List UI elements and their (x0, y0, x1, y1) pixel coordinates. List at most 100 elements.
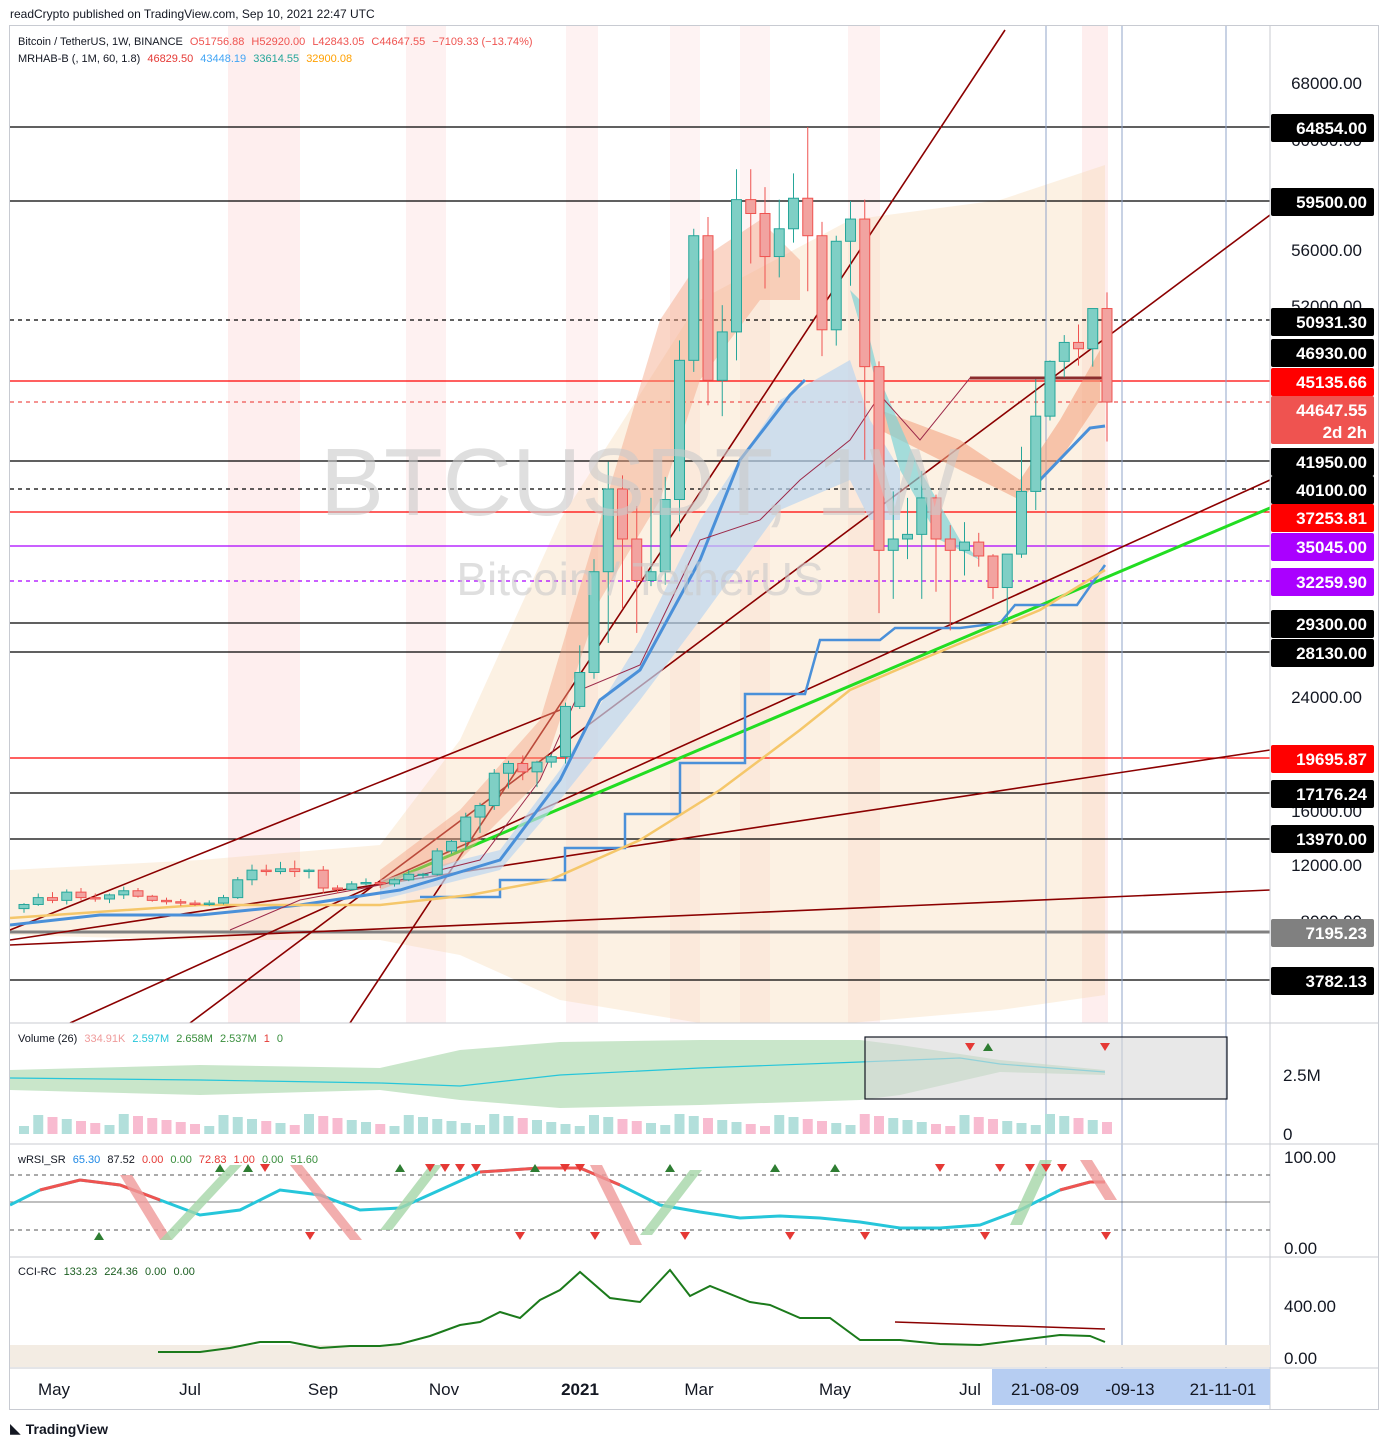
candle[interactable] (89, 893, 101, 902)
price-tag[interactable]: 32259.90 (1271, 568, 1374, 596)
candle[interactable] (203, 900, 215, 906)
price-tag[interactable]: 45135.66 (1271, 368, 1374, 396)
candle[interactable] (446, 839, 457, 854)
candle[interactable] (474, 802, 486, 833)
candle[interactable] (731, 169, 742, 361)
candle[interactable] (545, 754, 557, 768)
candle[interactable] (1087, 308, 1099, 367)
candle[interactable] (759, 187, 771, 289)
candle[interactable] (845, 201, 856, 286)
candle[interactable] (916, 470, 928, 599)
price-tag[interactable]: 19695.87 (1271, 745, 1374, 773)
candle[interactable] (716, 305, 728, 417)
candle[interactable] (218, 894, 229, 905)
candle[interactable] (659, 476, 671, 585)
candle[interactable] (645, 497, 657, 587)
candle[interactable] (588, 559, 600, 679)
candle[interactable] (1001, 553, 1013, 623)
candle[interactable] (132, 888, 144, 898)
candle[interactable] (118, 886, 130, 899)
candle[interactable] (389, 878, 400, 887)
candle[interactable] (232, 877, 244, 899)
candle[interactable] (602, 461, 614, 643)
candle[interactable] (773, 199, 785, 278)
trend-line[interactable] (69, 479, 1270, 1023)
price-tag[interactable]: 37253.81 (1271, 504, 1374, 532)
trend-line[interactable] (10, 749, 1270, 941)
candle[interactable] (560, 702, 571, 764)
candle[interactable] (488, 769, 500, 810)
footer-brand[interactable]: TradingView (25, 1420, 108, 1437)
candle[interactable] (1058, 335, 1070, 378)
candle[interactable] (47, 892, 58, 904)
candle[interactable] (189, 900, 201, 906)
candle[interactable] (887, 491, 899, 599)
candle[interactable] (18, 903, 30, 913)
candle[interactable] (417, 872, 429, 879)
price-tag[interactable]: 3782.13 (1271, 967, 1374, 995)
candle[interactable] (959, 522, 970, 576)
candle[interactable] (346, 881, 358, 891)
candle[interactable] (802, 127, 814, 292)
candle[interactable] (1101, 292, 1113, 442)
candle[interactable] (161, 897, 172, 905)
candle[interactable] (873, 361, 885, 614)
candle[interactable] (987, 554, 999, 599)
candle[interactable] (617, 475, 628, 609)
candle[interactable] (788, 173, 799, 243)
candle[interactable] (403, 870, 415, 882)
price-tag[interactable]: 17176.24 (1271, 780, 1374, 808)
trend-line[interactable] (10, 709, 561, 931)
candle[interactable] (902, 497, 913, 560)
highlight-box[interactable] (864, 1036, 1228, 1100)
candle[interactable] (930, 494, 942, 592)
candle[interactable] (574, 645, 586, 709)
candle[interactable] (332, 885, 343, 894)
trend-line[interactable] (189, 214, 1270, 1023)
candle[interactable] (973, 532, 985, 567)
candle[interactable] (360, 878, 372, 886)
candle[interactable] (275, 861, 286, 875)
candle[interactable] (745, 169, 757, 264)
candle[interactable] (146, 894, 158, 902)
cci-trend-line[interactable] (894, 1321, 1106, 1330)
candle[interactable] (246, 864, 258, 886)
candle[interactable] (859, 199, 871, 460)
price-tag[interactable]: 50931.30 (1271, 308, 1374, 336)
price-tag[interactable]: 64854.00 (1271, 114, 1374, 142)
price-tag[interactable]: 44647.55 (1271, 396, 1374, 424)
candle[interactable] (830, 235, 842, 346)
candle[interactable] (460, 812, 472, 850)
candle[interactable] (289, 860, 301, 878)
trend-line[interactable] (349, 29, 1006, 1023)
candle[interactable] (317, 866, 329, 894)
price-tag[interactable]: 59500.00 (1271, 188, 1374, 216)
candle[interactable] (1016, 446, 1027, 558)
trend-line[interactable] (10, 889, 1270, 946)
candle[interactable] (631, 505, 643, 633)
candle[interactable] (503, 760, 514, 789)
price-tag[interactable]: 29300.00 (1271, 610, 1374, 638)
candle[interactable] (1073, 324, 1084, 366)
candle[interactable] (303, 868, 315, 879)
candle[interactable] (104, 893, 115, 904)
candle[interactable] (1030, 379, 1042, 511)
candle[interactable] (374, 879, 386, 889)
price-tag[interactable]: 28130.00 (1271, 639, 1374, 667)
price-tag[interactable]: 41950.00 (1271, 448, 1374, 476)
candle[interactable] (702, 216, 714, 406)
candle[interactable] (816, 221, 828, 357)
price-tag[interactable]: 13970.00 (1271, 825, 1374, 853)
candle[interactable] (944, 525, 956, 631)
candle[interactable] (674, 340, 685, 532)
candle[interactable] (175, 898, 187, 906)
price-tag[interactable]: 2d 2h (1271, 420, 1374, 444)
candle[interactable] (61, 889, 73, 905)
candle[interactable] (1044, 360, 1056, 421)
candle[interactable] (517, 755, 529, 781)
candle[interactable] (531, 760, 543, 788)
price-tag[interactable]: 40100.00 (1271, 476, 1374, 504)
price-tag[interactable]: 7195.23 (1271, 919, 1374, 947)
candle[interactable] (688, 228, 700, 372)
